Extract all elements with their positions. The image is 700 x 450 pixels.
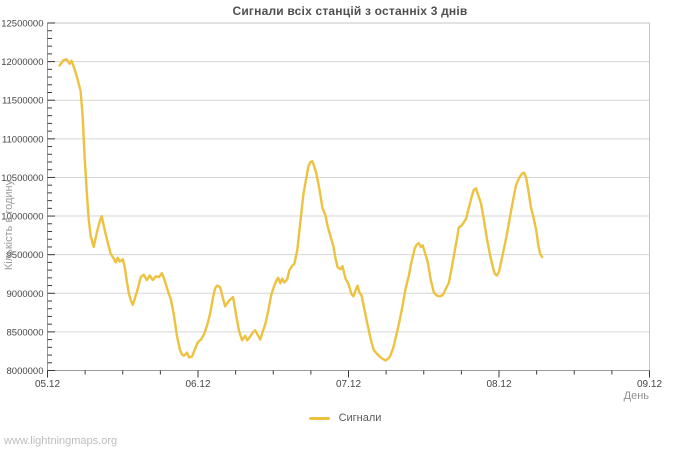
x-tick-label: 05.12 [35,379,60,390]
legend-label-signals: Сигнали [338,412,382,424]
series-line-signals [58,58,544,362]
x-tick-label: 09.12 [637,379,662,390]
x-axis-title: День [623,390,649,402]
legend: Сигнали [0,412,695,424]
legend-swatch-signals [308,416,330,420]
y-tick-label: 9500000 [7,250,44,261]
y-tick-label: 8500000 [7,327,44,338]
x-tick-label: 06.12 [185,379,210,390]
y-tick-label: 10500000 [1,173,43,184]
y-tick-label: 11500000 [2,96,44,107]
y-tick-label: 9000000 [7,289,44,300]
y-axis-title: Кількість в годину [3,179,15,271]
x-tick-label: 07.12 [336,379,361,390]
y-tick-label: 12000000 [1,57,43,68]
plot-border [47,22,650,371]
y-tick-label: 8000000 [7,366,44,377]
chart-title: Сигнали всіх станцій з останніх 3 днів [232,4,468,18]
y-tick-label: 11000000 [2,134,44,145]
x-tick-label: 08.12 [486,379,511,390]
y-tick-label: 12500000 [1,19,43,30]
watermark-text: www.lightningmaps.org [4,435,118,447]
y-tick-label: 10000000 [1,212,43,223]
